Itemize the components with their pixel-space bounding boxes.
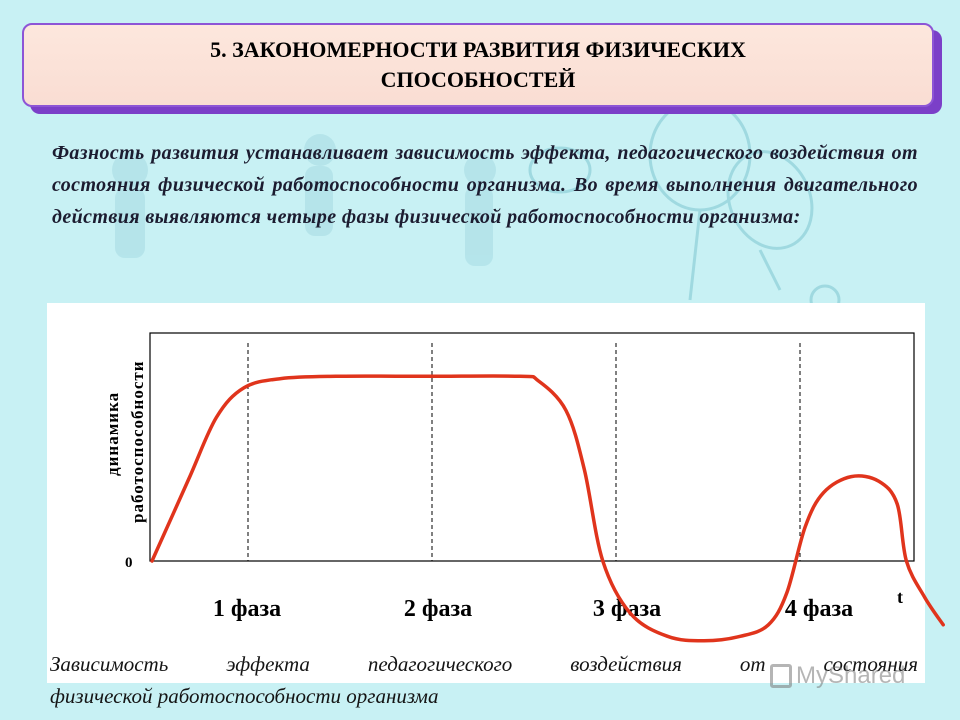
- phase-label-4: 4 фаза: [785, 596, 853, 622]
- chart-panel: [47, 303, 925, 683]
- watermark: MyShared: [770, 662, 905, 690]
- plot-frame: [149, 332, 915, 562]
- phase-label-2: 2 фаза: [404, 596, 472, 622]
- watermark-text: MyShared: [796, 662, 906, 689]
- slide-title: 5. ЗАКОНОМЕРНОСТИ РАЗВИТИЯ ФИЗИЧЕСКИХ СП…: [22, 23, 934, 107]
- intro-paragraph: Фазность развития устанавливает зависимо…: [52, 142, 918, 228]
- caption-line2: физической работоспособности организма: [50, 684, 439, 708]
- slide-title-line1: 5. ЗАКОНОМЕРНОСТИ РАЗВИТИЯ ФИЗИЧЕСКИХ: [210, 37, 746, 62]
- watermark-logo-icon: [770, 664, 792, 688]
- phase-label-1: 1 фаза: [213, 596, 281, 622]
- slide-title-line2: СПОСОБНОСТЕЙ: [380, 67, 576, 92]
- y-axis-label-line2: работоспособности: [128, 360, 147, 523]
- y-zero-label: 0: [125, 555, 133, 571]
- y-axis-label-line1: динамика: [103, 392, 122, 476]
- x-axis-label: t: [897, 587, 903, 607]
- performance-curve: [150, 374, 945, 643]
